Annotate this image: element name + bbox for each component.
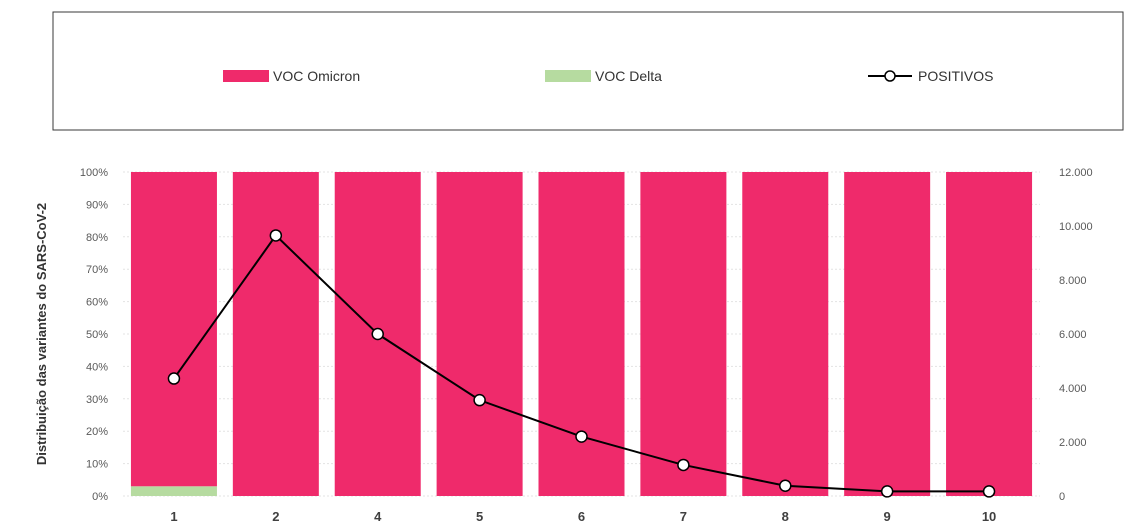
legend-label-delta: VOC Delta: [595, 68, 662, 84]
bars: [130, 172, 1033, 496]
x-tick-label: 5: [476, 509, 483, 524]
y-tick-left: 90%: [86, 199, 108, 211]
y-tick-right: 0: [1059, 491, 1065, 503]
y-tick-right: 2.000: [1059, 437, 1087, 449]
positivos-line: [167, 229, 996, 498]
bar-omicron-8: [742, 172, 829, 496]
y-tick-right: 12.000: [1059, 167, 1093, 179]
y-axis-left-ticks: 0% 10% 20% 30% 40% 50% 60% 70% 80% 90% 100%: [80, 167, 108, 503]
y-tick-left: 0%: [92, 491, 108, 503]
y-tick-left: 10%: [86, 459, 108, 471]
y-tick-right: 10.000: [1059, 221, 1093, 233]
x-tick-label: 4: [374, 509, 382, 524]
legend-label-positivos: POSITIVOS: [918, 68, 993, 84]
legend-label-omicron: VOC Omicron: [273, 68, 360, 84]
positivos-point-2: [269, 229, 283, 242]
x-tick-label: 10: [982, 509, 996, 524]
y-tick-right: 8.000: [1059, 275, 1087, 287]
bar-omicron-5: [436, 172, 523, 496]
y-tick-left: 70%: [86, 264, 108, 276]
x-tick-label: 7: [680, 509, 687, 524]
y-axis-label: Distribuição das variantes do SARS-CoV-2: [34, 203, 49, 465]
legend-swatch-delta: [545, 70, 591, 82]
positivos-point-10: [982, 485, 996, 498]
legend-marker-positivos: [884, 70, 896, 82]
y-tick-left: 80%: [86, 232, 108, 244]
positivos-point-7: [677, 458, 690, 472]
bar-omicron-1: [130, 172, 217, 487]
x-tick-label: 8: [782, 509, 789, 524]
legend: VOC Omicron VOC Delta POSITIVOS: [52, 11, 1124, 131]
bar-omicron-6: [538, 172, 625, 496]
y-tick-left: 20%: [86, 426, 108, 438]
x-tick-label: 2: [272, 509, 279, 524]
x-tick-label: 1: [170, 509, 177, 524]
positivos-point-9: [880, 485, 894, 498]
y-tick-left: 50%: [86, 329, 108, 341]
y-tick-left: 40%: [86, 361, 108, 373]
y-tick-right: 4.000: [1059, 383, 1087, 395]
bar-omicron-2: [232, 172, 319, 496]
positivos-point-6: [575, 430, 588, 443]
x-axis-ticks: 1 2 4 5 6 7 8 9 10: [170, 509, 996, 524]
positivos-point-4: [371, 327, 384, 341]
y-axis-right-ticks: 0 2.000 4.000 6.000 8.000 10.000 12.000: [1059, 167, 1093, 503]
positivos-point-5: [473, 393, 486, 407]
bar-delta-1: [130, 486, 217, 496]
bar-omicron-9: [844, 172, 931, 496]
bar-omicron-7: [640, 172, 727, 496]
bar-omicron-10: [946, 172, 1033, 496]
x-tick-label: 6: [578, 509, 585, 524]
positivos-point-1: [167, 372, 181, 385]
x-tick-label: 9: [884, 509, 891, 524]
y-tick-left: 60%: [86, 297, 108, 309]
y-tick-right: 6.000: [1059, 329, 1087, 341]
legend-swatch-omicron: [223, 70, 269, 82]
positivos-point-8: [779, 479, 792, 492]
y-tick-left: 30%: [86, 394, 108, 406]
y-tick-left: 100%: [80, 167, 108, 179]
